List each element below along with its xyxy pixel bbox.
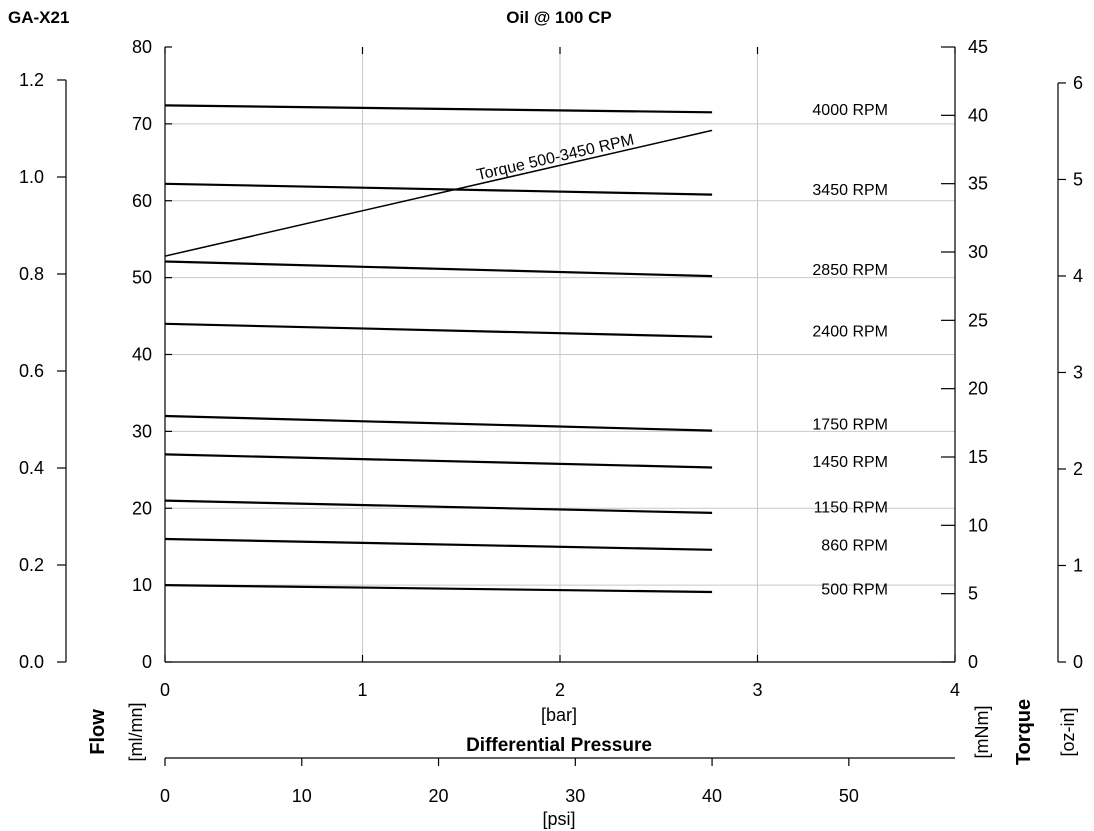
ozin-tick-label: 2 [1073,459,1083,479]
rpm-label: 1750 RPM [812,416,888,433]
gph-tick-label: 0.8 [19,264,44,284]
flow-curve-860-rpm [164,537,713,551]
mnm-tick-label: 0 [968,652,978,672]
ml-tick-label: 0 [142,652,152,672]
ozin-tick-label: 4 [1073,266,1083,286]
ml-unit-label: [ml/mn] [126,702,146,761]
gph-tick-label: 0.0 [19,652,44,672]
mnm-tick-label: 25 [968,310,988,330]
ml-tick-label: 40 [132,345,152,365]
gph-tick-label: 1.0 [19,167,44,187]
gph-tick-label: 0.4 [19,458,44,478]
ozin-tick-label: 5 [1073,169,1083,189]
flow-curve-1150-rpm [164,499,713,514]
flow-curve-2850-rpm [164,260,713,278]
torque-curve-label: Torque 500-3450 RPM [475,131,636,184]
model-label: GA-X21 [8,8,69,27]
grid [165,47,955,662]
rpm-label: 860 RPM [821,537,888,554]
mnm-tick-label: 5 [968,584,978,604]
torque-axis-title: Torque [1013,699,1035,765]
bar-tick-label: 0 [160,680,170,700]
flow-axis-title: Flow [87,709,109,755]
psi-tick-label: 30 [565,786,585,806]
chart-title: Oil @ 100 CP [506,8,611,27]
mnm-unit-label: [mNm] [972,706,992,759]
rpm-label: 500 RPM [821,582,888,599]
flow-curve-2400-rpm [164,322,713,338]
flow-curve-500-rpm [164,584,713,594]
ml-tick-label: 50 [132,268,152,288]
mnm-tick-label: 15 [968,447,988,467]
psi-tick-label: 50 [839,786,859,806]
gph-tick-label: 0.6 [19,361,44,381]
flow-curve-3450-rpm [164,182,713,196]
rpm-label: 1450 RPM [812,454,888,471]
rpm-label: 3450 RPM [812,182,888,199]
ozin-tick-label: 3 [1073,362,1083,382]
flow-curve-1750-rpm [164,414,713,432]
mnm-tick-label: 10 [968,515,988,535]
ozin-tick-label: 1 [1073,555,1083,575]
psi-unit-label: [psi] [542,809,575,829]
rpm-label: 2400 RPM [812,323,888,340]
psi-tick-label: 20 [429,786,449,806]
mnm-tick-label: 30 [968,242,988,262]
mnm-tick-label: 45 [968,37,988,57]
gph-tick-label: 0.2 [19,555,44,575]
axes: 0 1 2 3 4010203040506070800.00.20.40.60.81.0… [19,37,1083,806]
rpm-label: 2850 RPM [812,262,888,279]
flow-curve-4000-rpm [164,104,713,114]
bar-tick-label: 2 [555,680,565,700]
flow-curve-1450-rpm [164,453,713,469]
bar-unit-label: [bar] [541,705,577,725]
mnm-tick-label: 40 [968,105,988,125]
rpm-label: 4000 RPM [812,102,888,119]
pressure-axis-title: Differential Pressure [466,735,652,756]
ml-tick-label: 80 [132,37,152,57]
gph-tick-label: 1.2 [19,70,44,90]
mnm-tick-label: 20 [968,379,988,399]
ml-tick-label: 20 [132,498,152,518]
ml-tick-label: 60 [132,191,152,211]
ml-tick-label: 10 [132,575,152,595]
ozin-tick-label: 0 [1073,652,1083,672]
bar-tick-label: 4 [950,680,960,700]
torque-curve [164,129,713,257]
psi-tick-label: 0 [160,786,170,806]
flow-curves [164,104,713,594]
bar-tick-label: 1 [357,680,367,700]
psi-tick-label: 40 [702,786,722,806]
ml-tick-label: 70 [132,114,152,134]
curve-labels: 4000 RPM 3450 RPM 2850 RPM 2400 RPM 1750 RPM… [475,102,888,599]
rpm-label: 1150 RPM [814,500,888,517]
psi-tick-label: 10 [292,786,312,806]
ozin-unit-label: [oz-in] [1058,707,1078,756]
ml-tick-label: 30 [132,421,152,441]
mnm-tick-label: 35 [968,174,988,194]
ozin-tick-label: 6 [1073,73,1083,93]
bar-tick-label: 3 [752,680,762,700]
